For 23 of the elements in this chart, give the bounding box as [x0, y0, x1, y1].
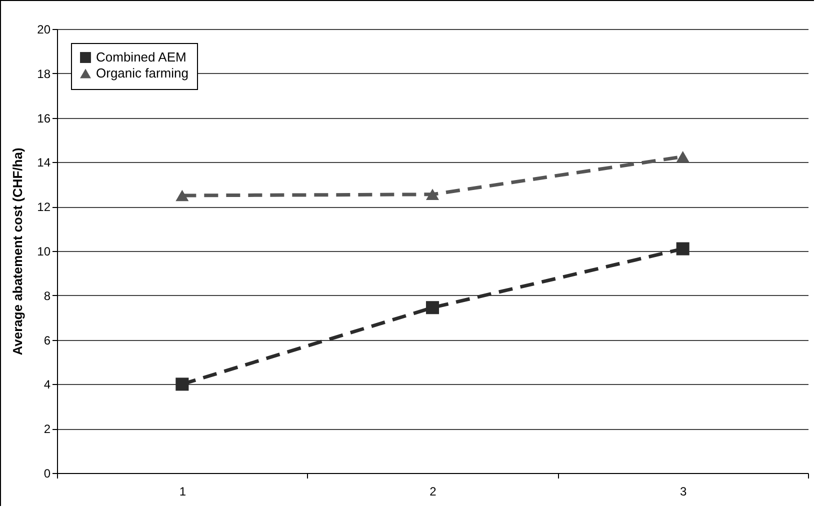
point — [676, 151, 690, 162]
legend-label: Organic farming — [96, 66, 188, 80]
point — [176, 190, 189, 202]
y-tick-label: 12 — [37, 200, 51, 214]
point — [176, 378, 189, 391]
point — [426, 301, 440, 314]
y-tick-label: 10 — [37, 244, 51, 258]
y-tick-label: 2 — [44, 422, 51, 436]
y-tick-label: 0 — [44, 466, 51, 480]
x-tick-label: 3 — [680, 484, 687, 498]
point — [426, 188, 440, 200]
y-tick-label: 20 — [37, 22, 51, 36]
x-tick-label: 1 — [179, 484, 186, 498]
y-tick-label: 4 — [44, 378, 51, 392]
legend-label: Combined AEM — [96, 50, 186, 64]
point — [676, 242, 690, 256]
y-tick-label: 18 — [37, 66, 51, 81]
y-axis-title: Average abatement cost (CHF/ha) — [10, 148, 26, 356]
y-tick-label: 6 — [44, 333, 51, 348]
x-tick-label: 2 — [430, 484, 437, 498]
y-tick-label: 8 — [44, 288, 51, 303]
y-tick-label: 16 — [37, 111, 51, 126]
y-tick-label: 14 — [37, 156, 51, 170]
